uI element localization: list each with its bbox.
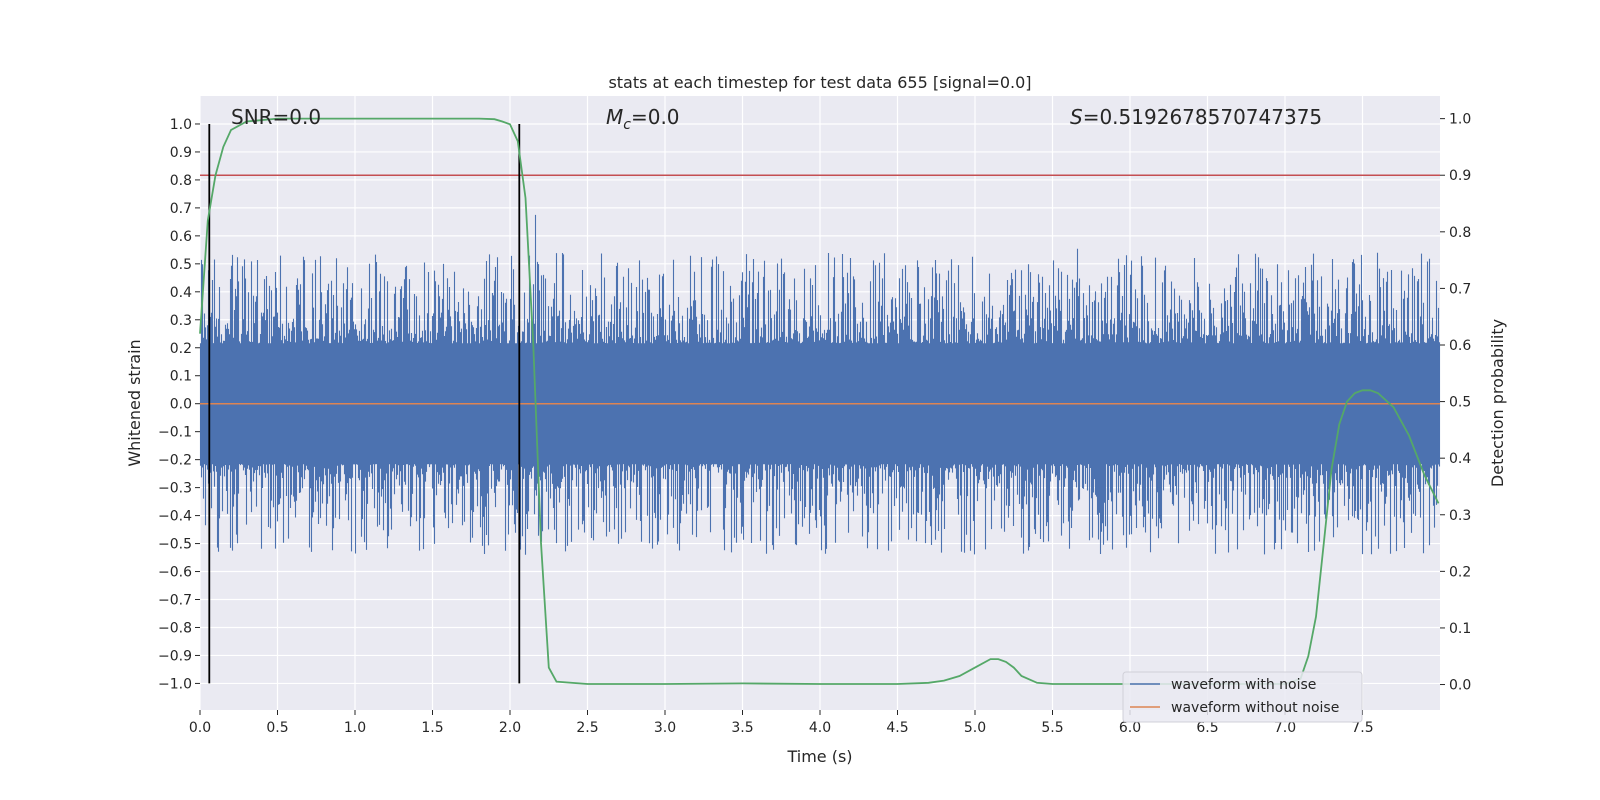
left-tick-label: −0.4: [158, 509, 192, 525]
right-tick-label: 0.9: [1449, 168, 1471, 184]
left-tick-label: −0.8: [158, 620, 192, 636]
x-tick-label: 5.0: [964, 720, 986, 736]
right-tick-label: 0.5: [1449, 395, 1471, 411]
x-tick-label: 6.0: [1119, 720, 1141, 736]
x-axis-label: Time (s): [786, 747, 852, 766]
x-tick-label: 3.0: [654, 720, 676, 736]
left-tick-label: 1.0: [170, 117, 192, 133]
x-tick-label: 1.0: [344, 720, 366, 736]
right-tick-label: 0.0: [1449, 678, 1471, 694]
left-tick-label: 0.5: [170, 257, 192, 273]
left-tick-label: 0.2: [170, 341, 192, 357]
x-tick-label: 4.0: [809, 720, 831, 736]
x-tick-label: 1.5: [421, 720, 443, 736]
right-tick-label: 0.6: [1449, 338, 1471, 354]
vertical-markers: [208, 123, 521, 684]
left-tick-label: −0.6: [158, 565, 192, 581]
legend-box: [1122, 671, 1363, 723]
x-tick-label: 2.5: [576, 720, 598, 736]
left-tick-label: 0.4: [170, 285, 192, 301]
left-tick-label: −0.1: [158, 425, 192, 441]
legend: waveform with noise waveform without noi…: [1122, 671, 1363, 723]
x-tick-label: 7.5: [1351, 720, 1373, 736]
left-tick-label: 0.7: [170, 201, 192, 217]
x-tick-label: 4.5: [886, 720, 908, 736]
x-tick-label: 0.0: [189, 720, 211, 736]
left-tick-label: 0.1: [170, 369, 192, 385]
detection-probability-series: [199, 117, 1440, 685]
left-tick-label: −0.9: [158, 648, 192, 664]
waveform-with-noise-series: [199, 214, 1441, 555]
snr-annotation: SNR=0.0: [231, 105, 321, 129]
x-tick-label: 3.5: [731, 720, 753, 736]
right-tick-label: 0.2: [1449, 564, 1471, 580]
legend-label-noise: waveform with noise: [1171, 677, 1316, 693]
left-tick-label: −0.2: [158, 453, 192, 469]
left-tick-label: −0.5: [158, 537, 192, 553]
x-tick-label: 2.0: [499, 720, 521, 736]
score-annotation: S=0.5192678570747375: [1070, 105, 1322, 129]
right-axis-label: Detection probability: [1488, 319, 1507, 487]
right-tick-label: 1.0: [1449, 112, 1471, 128]
left-axis-ticks: 1.0 0.9 0.8 0.7 0.6 0.5 0.4 0.3 0.2 0.1 0.0 −0.1 −0.…: [158, 117, 200, 692]
right-tick-label: 0.1: [1449, 621, 1471, 637]
left-tick-label: 0.9: [170, 145, 192, 161]
left-tick-label: 0.3: [170, 313, 192, 329]
x-tick-label: 5.5: [1041, 720, 1063, 736]
left-tick-label: 0.0: [170, 397, 192, 413]
right-tick-label: 0.3: [1449, 508, 1471, 524]
left-tick-label: −1.0: [158, 676, 192, 692]
chart-title: stats at each timestep for test data 655…: [608, 73, 1031, 92]
x-tick-label: 6.5: [1196, 720, 1218, 736]
x-axis-ticks: 0.0 0.5 1.0 1.5 2.0 2.5 3.0 3.5 4.0 4.5 5.0 5.5 6.0 6…: [189, 710, 1374, 736]
left-tick-label: −0.3: [158, 481, 192, 497]
x-tick-label: 0.5: [266, 720, 288, 736]
x-tick-label: 7.0: [1274, 720, 1296, 736]
right-tick-label: 0.7: [1449, 281, 1471, 297]
left-tick-label: 0.8: [170, 173, 192, 189]
right-tick-label: 0.4: [1449, 451, 1471, 467]
left-tick-label: −0.7: [158, 593, 192, 609]
chirp-mass-annotation: Mc=0.0: [606, 105, 680, 133]
left-axis-label: Whitened strain: [125, 339, 144, 466]
left-tick-label: 0.6: [170, 229, 192, 245]
waveform-with-noise-path: [199, 214, 1441, 555]
right-tick-label: 0.8: [1449, 225, 1471, 241]
right-axis-ticks: 1.0 0.9 0.8 0.7 0.6 0.5 0.4 0.3 0.2 0.1 0.0: [1440, 112, 1471, 694]
legend-label-clean: waveform without noise: [1171, 700, 1339, 716]
